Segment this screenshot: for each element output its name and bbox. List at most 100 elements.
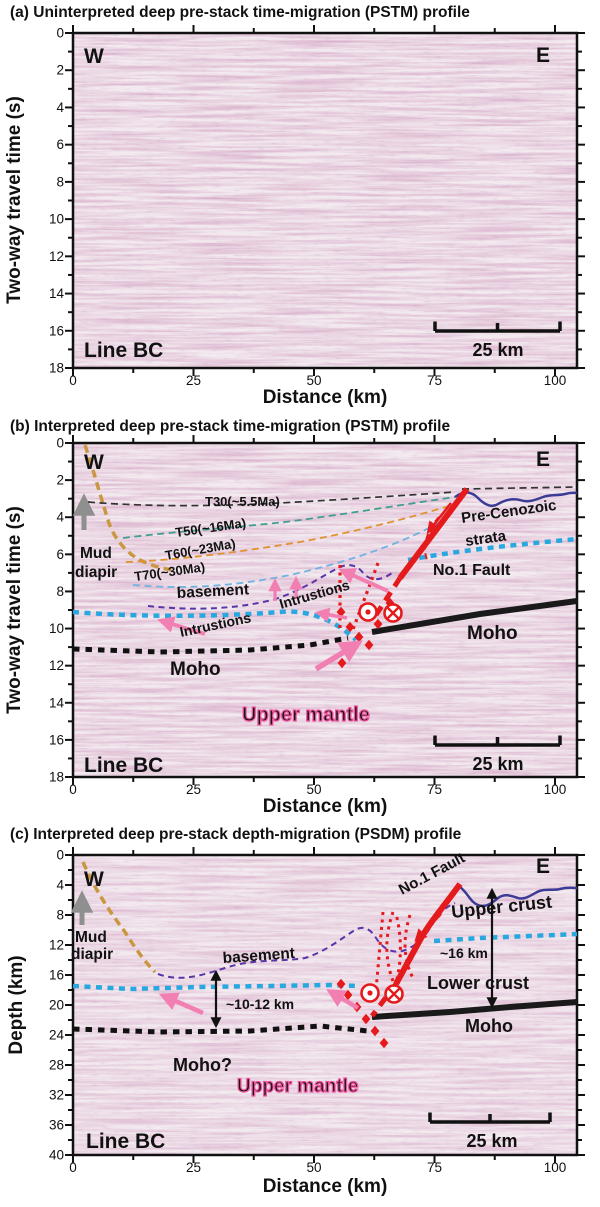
panel-b-xlabel: Distance (km) — [263, 796, 388, 817]
basement-label: basement — [222, 945, 295, 967]
t30-horizon-line-east — [461, 486, 578, 490]
moho-west-dotted-line — [72, 635, 349, 655]
xtick: 25 — [186, 373, 201, 388]
t70-horizon-line — [132, 522, 439, 588]
upper-mantle-label: Upper mantle — [237, 1076, 358, 1097]
xtick: 50 — [306, 373, 321, 388]
panel-a-xlabel: Distance (km) — [263, 387, 388, 408]
panel-c-ylabel: Depth (km) — [6, 955, 27, 1054]
crust-boundary-cyan-east — [433, 931, 578, 944]
ytick: 0 — [56, 26, 64, 41]
ytick: 8 — [56, 584, 64, 599]
ytick: 4 — [56, 878, 64, 893]
scale-bar-label: 25 km — [466, 1131, 517, 1151]
panel-b-border — [71, 441, 579, 779]
xtick: 75 — [427, 373, 442, 388]
ytick: 14 — [49, 695, 65, 710]
xtick: 100 — [544, 373, 567, 388]
fault-slip-arrow-icon — [414, 913, 442, 942]
panel-a-border — [71, 31, 579, 370]
ytick: 24 — [49, 1028, 65, 1043]
moho-east-solid-line — [371, 999, 578, 1020]
ytick: 12 — [49, 658, 64, 673]
ytick: 36 — [49, 1118, 64, 1133]
mud-diapir-boundary-line — [83, 444, 173, 572]
line-name-label: Line BC — [84, 754, 163, 777]
thickness-east-label: ~16 km — [440, 945, 488, 961]
ytick: 32 — [49, 1088, 64, 1103]
ytick: 18 — [49, 361, 64, 376]
t30-horizon-line — [87, 491, 456, 507]
east-label: E — [536, 448, 550, 471]
xtick: 50 — [306, 1160, 321, 1175]
east-label: E — [536, 44, 550, 67]
mud-diapir-label-2: diapir — [71, 946, 113, 963]
panel-c-title: (c) Interpreted deep pre-stack depth-mig… — [10, 826, 462, 843]
upper-crust-top-line — [459, 886, 578, 908]
t30-label: T30(~5.5Ma) — [205, 494, 280, 509]
lower-crust-label: Lower crust — [427, 973, 529, 993]
xtick: 100 — [544, 782, 567, 797]
ytick: 6 — [56, 547, 64, 562]
panel-b-title: (b) Interpreted deep pre-stack time-migr… — [10, 418, 450, 435]
panel-a-title: (a) Uninterpreted deep pre-stack time-mi… — [10, 4, 470, 21]
xtick: 75 — [427, 1160, 442, 1175]
ytick: 10 — [49, 621, 64, 636]
motion-into-plane-icon — [384, 984, 404, 1004]
panel-a: (a) Uninterpreted deep pre-stack time-mi… — [4, 4, 585, 408]
mud-diapir-label-1: Mud — [80, 545, 112, 562]
scale-bar-label: 25 km — [472, 340, 523, 360]
ytick: 2 — [56, 63, 64, 78]
mud-diapir-label-2: diapir — [75, 564, 117, 581]
fault-splay-dotted-1 — [374, 911, 385, 991]
ytick: 16 — [49, 323, 64, 338]
xtick: 50 — [306, 782, 321, 797]
ytick: 2 — [56, 473, 64, 488]
ytick: 4 — [56, 510, 64, 525]
ytick: 0 — [56, 436, 64, 451]
ytick: 12 — [49, 938, 64, 953]
no1-fault-dashed — [371, 576, 403, 620]
moho-west-dotted-line — [72, 1023, 369, 1035]
west-label: W — [84, 45, 104, 68]
crust-boundary-cyan-east — [407, 536, 578, 563]
panel-b-ylabel: Two-way travel time (s) — [4, 506, 25, 714]
intrusion-arrows — [157, 568, 389, 672]
west-label: W — [84, 451, 104, 474]
west-label: W — [84, 868, 104, 891]
ytick: 28 — [49, 1058, 64, 1073]
east-label: E — [536, 855, 550, 878]
fault-splay-dotted-3 — [403, 914, 416, 981]
thickness-west-label: ~10-12 km — [226, 996, 294, 1012]
ytick: 8 — [56, 174, 64, 189]
pre-cenozoic-top-line — [454, 491, 578, 507]
scale-bar — [433, 735, 562, 747]
motion-out-of-plane-icon — [358, 602, 378, 622]
moho-east-label: Moho — [467, 623, 518, 644]
xtick: 100 — [544, 1160, 567, 1175]
xtick: 25 — [186, 782, 201, 797]
crust-boundary-cyan-west — [72, 982, 359, 992]
upper-mantle-label: Upper mantle — [242, 704, 370, 726]
line-name-label: Line BC — [86, 1130, 165, 1153]
moho-west-label: Moho — [170, 659, 221, 680]
crust-boundary-cyan-west — [72, 609, 358, 642]
ytick: 10 — [49, 212, 64, 227]
ytick: 16 — [49, 732, 64, 747]
pre-cenozoic-label-2: strata — [464, 527, 507, 550]
ytick: 18 — [49, 770, 64, 785]
scale-bar — [433, 321, 562, 333]
xtick: 25 — [186, 1160, 201, 1175]
fault-drag-dashed — [424, 516, 440, 561]
t60-horizon-line — [125, 504, 453, 563]
basement-label: basement — [176, 581, 249, 602]
ytick: 20 — [49, 998, 64, 1013]
panel-c-xlabel: Distance (km) — [263, 1176, 388, 1197]
xtick: 0 — [69, 782, 77, 797]
ytick: 14 — [49, 286, 65, 301]
panel-c: (c) Interpreted deep pre-stack depth-mig… — [6, 826, 585, 1197]
panel-a-ylabel: Two-way travel time (s) — [4, 96, 25, 304]
ytick: 16 — [49, 968, 64, 983]
